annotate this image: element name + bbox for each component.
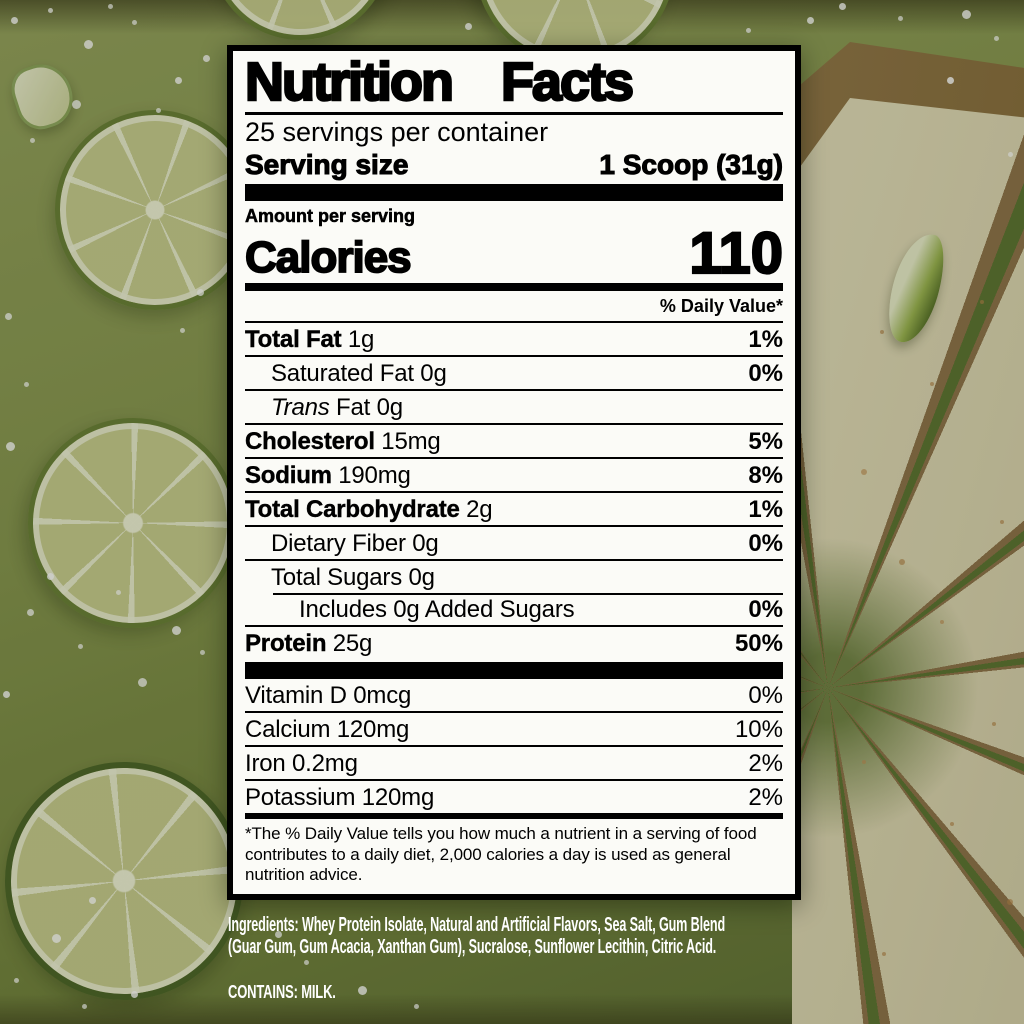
calories-value: 110 [688,221,784,287]
row-total-fat: Total Fat 1g 1% [245,326,783,354]
row-total-carbohydrate: Total Carbohydrate 2g 1% [245,491,783,525]
calories-divider [245,283,783,292]
allergen-statement: CONTAINS: MILK. [228,982,378,1003]
row-trans-fat: Trans Fat 0g [245,389,783,423]
daily-value-percent: 2% [748,750,783,778]
ingredients-line: Ingredients: Whey Protein Isolate, Natur… [228,914,726,936]
row-calcium: Calcium 120mg 10% [245,711,783,745]
vitamin-rows: Vitamin D 0mcg 0% Calcium 120mg 10% Iron 0.2… [245,679,783,813]
daily-value-percent: 0% [748,360,783,388]
row-iron: Iron 0.2mg 2% [245,745,783,779]
row-saturated-fat: Saturated Fat 0g 0% [245,355,783,389]
calories-label: Calories [244,233,412,283]
ingredients-line: (Guar Gum, Gum Acacia, Xanthan Gum), Suc… [228,936,717,958]
daily-value-percent: 1% [748,326,783,354]
row-protein: Protein 25g 50% [245,625,783,659]
serving-size-label: Serving size [244,148,409,181]
nutrition-facts-panel: Nutrition Facts 25 servings per containe… [227,45,801,900]
contains-text: CONTAINS: MILK. [228,982,336,1002]
amount-per-serving-label: Amount per serving [245,206,416,227]
calories-row: Calories 110 [244,221,784,287]
row-total-sugars: Total Sugars 0g [245,559,783,593]
daily-value-percent: 2% [748,784,783,812]
thick-divider [245,662,783,680]
daily-value-percent: 0% [748,596,783,624]
ingredients-statement: Ingredients: Whey Protein Isolate, Natur… [228,914,1017,958]
row-includes-0g-added-sugars: Includes 0g Added Sugars 0% [245,593,783,625]
daily-value-percent: 0% [748,530,783,558]
row-sodium: Sodium 190mg 8% [245,457,783,491]
serving-size-row: Serving size 1 Scoop (31g) [244,148,784,181]
key-lime-pie-slices [792,92,1024,1024]
daily-value-percent: 0% [748,682,783,710]
servings-per-container: 25 servings per container [245,117,549,147]
row-potassium: Potassium 120mg 2% [245,779,783,813]
serving-size-value: 1 Scoop (31g) [599,148,784,181]
thick-divider [245,184,783,202]
nutrition-facts-title: Nutrition Facts [244,52,635,112]
row-cholesterol: Cholesterol 15mg 5% [245,423,783,457]
daily-value-percent: 10% [734,716,783,744]
daily-value-percent: 1% [748,496,783,524]
title-rule [245,112,783,115]
row-vitamin-d: Vitamin D 0mcg 0% [245,682,783,710]
daily-value-header: % Daily Value* [245,291,783,324]
footnote-divider [245,813,783,820]
row-dietary-fiber: Dietary Fiber 0g 0% [245,525,783,559]
daily-value-percent: 8% [748,462,783,490]
daily-value-percent: 5% [748,428,783,456]
nutrient-rows: Total Fat 1g 1% Saturated Fat 0g 0% Trans Fa… [245,323,783,659]
daily-value-footnote: *The % Daily Value tells you how much a … [245,824,757,885]
daily-value-percent: 50% [734,630,783,658]
